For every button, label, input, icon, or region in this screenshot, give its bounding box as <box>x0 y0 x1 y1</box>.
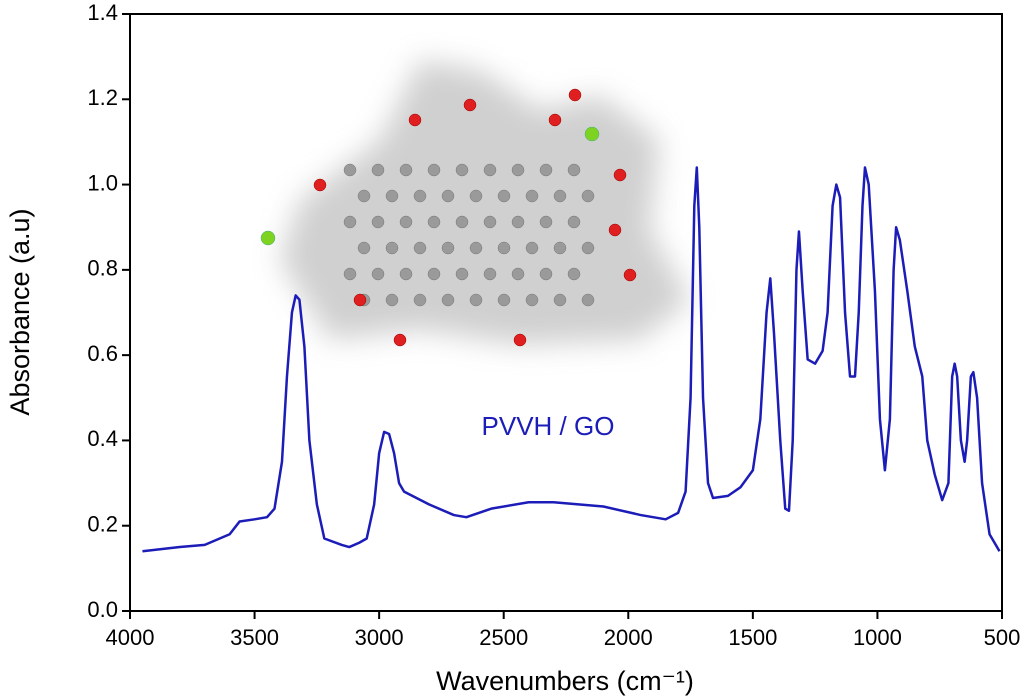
atom <box>413 189 427 203</box>
x-axis-title: Wavenumbers (cm⁻¹) <box>436 666 694 696</box>
atom <box>343 215 357 229</box>
atom <box>539 163 553 177</box>
x-tick-label: 500 <box>984 625 1021 650</box>
atom <box>357 189 371 203</box>
atom <box>567 163 581 177</box>
atom <box>567 215 581 229</box>
atom <box>385 293 399 307</box>
atom <box>427 215 441 229</box>
x-tick-label: 4000 <box>106 625 155 650</box>
atom <box>525 293 539 307</box>
atom <box>581 189 595 203</box>
chlorine-atom <box>260 230 276 246</box>
atom <box>469 189 483 203</box>
y-tick-label: 1.4 <box>87 0 118 25</box>
oxygen-atom <box>353 293 367 307</box>
oxygen-atom <box>613 168 627 182</box>
atom <box>371 163 385 177</box>
atom <box>553 189 567 203</box>
atom <box>441 241 455 255</box>
atom <box>483 215 497 229</box>
atom <box>455 163 469 177</box>
chlorine-atom <box>584 126 600 142</box>
atom <box>441 189 455 203</box>
atom <box>413 241 427 255</box>
x-tick-label: 2500 <box>479 625 528 650</box>
atom <box>343 163 357 177</box>
oxygen-atom <box>393 333 407 347</box>
atom <box>413 293 427 307</box>
oxygen-atom <box>568 88 582 102</box>
y-tick-label: 0.8 <box>87 256 118 281</box>
y-axis-title: Absorbance (a.u) <box>5 208 35 415</box>
x-tick-label: 2000 <box>604 625 653 650</box>
series-label: PVVH / GO <box>482 411 615 441</box>
atom <box>539 267 553 281</box>
atom <box>511 163 525 177</box>
atom <box>581 293 595 307</box>
atom <box>511 267 525 281</box>
atom <box>581 241 595 255</box>
atom <box>357 241 371 255</box>
atom <box>455 267 469 281</box>
y-tick-label: 0.6 <box>87 341 118 366</box>
atom <box>427 163 441 177</box>
atom <box>385 189 399 203</box>
x-tick-label: 3500 <box>230 625 279 650</box>
oxygen-atom <box>608 223 622 237</box>
atom <box>469 293 483 307</box>
oxygen-atom <box>408 113 422 127</box>
atom <box>371 215 385 229</box>
y-tick-label: 0.2 <box>87 512 118 537</box>
atom <box>483 163 497 177</box>
oxygen-atom <box>623 268 637 282</box>
atom <box>343 267 357 281</box>
atom <box>385 241 399 255</box>
oxygen-atom <box>513 333 527 347</box>
atom <box>497 293 511 307</box>
atom <box>399 163 413 177</box>
y-tick-label: 1.0 <box>87 170 118 195</box>
atom <box>497 189 511 203</box>
atom <box>427 267 441 281</box>
y-tick-label: 0.0 <box>87 597 118 622</box>
oxygen-atom <box>548 113 562 127</box>
y-tick-label: 1.2 <box>87 85 118 110</box>
atom <box>469 241 483 255</box>
x-tick-label: 3000 <box>355 625 404 650</box>
molecule-illustration <box>260 60 690 347</box>
oxygen-atom <box>313 178 327 192</box>
atom <box>539 215 553 229</box>
atom <box>483 267 497 281</box>
atom <box>399 267 413 281</box>
atom <box>497 241 511 255</box>
plot-frame <box>129 13 1003 612</box>
spectrum-line <box>142 166 1001 553</box>
atom <box>553 293 567 307</box>
atom <box>371 267 385 281</box>
x-tick-label: 1500 <box>728 625 777 650</box>
atom <box>567 267 581 281</box>
atom <box>553 241 567 255</box>
y-tick-label: 0.4 <box>87 426 118 451</box>
atom <box>525 241 539 255</box>
oxygen-atom <box>463 98 477 112</box>
atom <box>511 215 525 229</box>
atom <box>525 189 539 203</box>
atom <box>455 215 469 229</box>
x-tick-label: 1000 <box>853 625 902 650</box>
atom <box>399 215 413 229</box>
atom <box>441 293 455 307</box>
